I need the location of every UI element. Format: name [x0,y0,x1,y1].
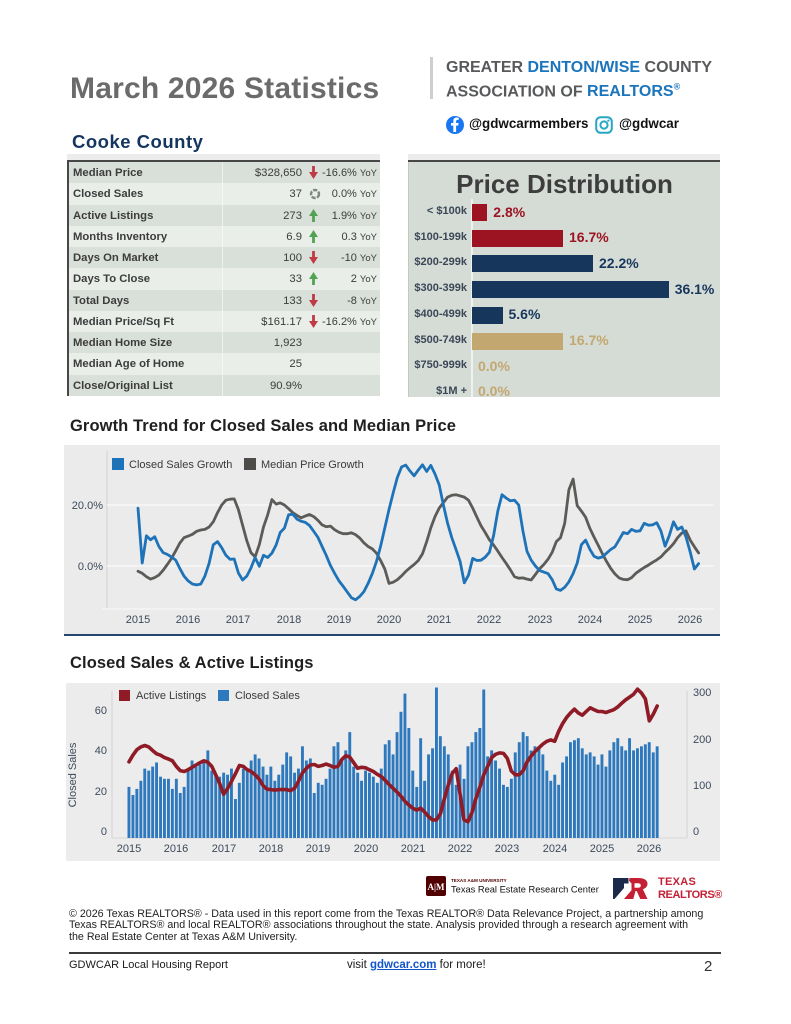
svg-text:Closed Sales: Closed Sales [235,690,300,702]
svg-text:A|M: A|M [428,882,445,892]
svg-text:40: 40 [95,745,107,757]
svg-text:2020: 2020 [377,614,401,626]
svg-text:0: 0 [693,826,699,838]
svg-text:Median Price Growth: Median Price Growth [261,459,364,471]
svg-text:2023: 2023 [528,614,552,626]
svg-text:2026: 2026 [637,843,661,855]
svg-text:2018: 2018 [277,614,301,626]
svg-text:2018: 2018 [259,843,283,855]
svg-text:Closed Sales Growth: Closed Sales Growth [129,459,232,471]
svg-text:2024: 2024 [543,843,567,855]
svg-text:2026: 2026 [678,614,702,626]
svg-text:2019: 2019 [327,614,351,626]
svg-text:REALTORS®: REALTORS® [658,889,722,901]
svg-text:2017: 2017 [212,843,236,855]
svg-text:2017: 2017 [226,614,250,626]
svg-text:2016: 2016 [176,614,200,626]
svg-text:2020: 2020 [354,843,378,855]
svg-text:20: 20 [95,786,107,798]
svg-text:2025: 2025 [590,843,614,855]
svg-text:2022: 2022 [448,843,472,855]
svg-text:2022: 2022 [477,614,501,626]
svg-text:100: 100 [693,780,711,792]
svg-text:60: 60 [95,705,107,717]
svg-text:0: 0 [101,826,107,838]
svg-text:300: 300 [693,687,711,699]
svg-text:2021: 2021 [427,614,451,626]
svg-text:2015: 2015 [126,614,150,626]
svg-text:20.0%: 20.0% [72,500,103,512]
svg-text:200: 200 [693,734,711,746]
svg-text:TEXAS A&M UNIVERSITY: TEXAS A&M UNIVERSITY [451,878,507,883]
svg-text:Active Listings: Active Listings [136,690,207,702]
svg-text:2025: 2025 [628,614,652,626]
svg-text:TEXAS: TEXAS [658,876,696,888]
svg-text:2015: 2015 [117,843,141,855]
svg-text:2019: 2019 [306,843,330,855]
svg-text:0.0%: 0.0% [78,561,103,573]
svg-text:2023: 2023 [495,843,519,855]
svg-text:Closed Sales: Closed Sales [67,742,79,807]
svg-text:Texas Real Estate Research Cen: Texas Real Estate Research Center [451,885,599,895]
svg-text:2016: 2016 [164,843,188,855]
svg-text:2021: 2021 [401,843,425,855]
svg-text:2024: 2024 [578,614,602,626]
